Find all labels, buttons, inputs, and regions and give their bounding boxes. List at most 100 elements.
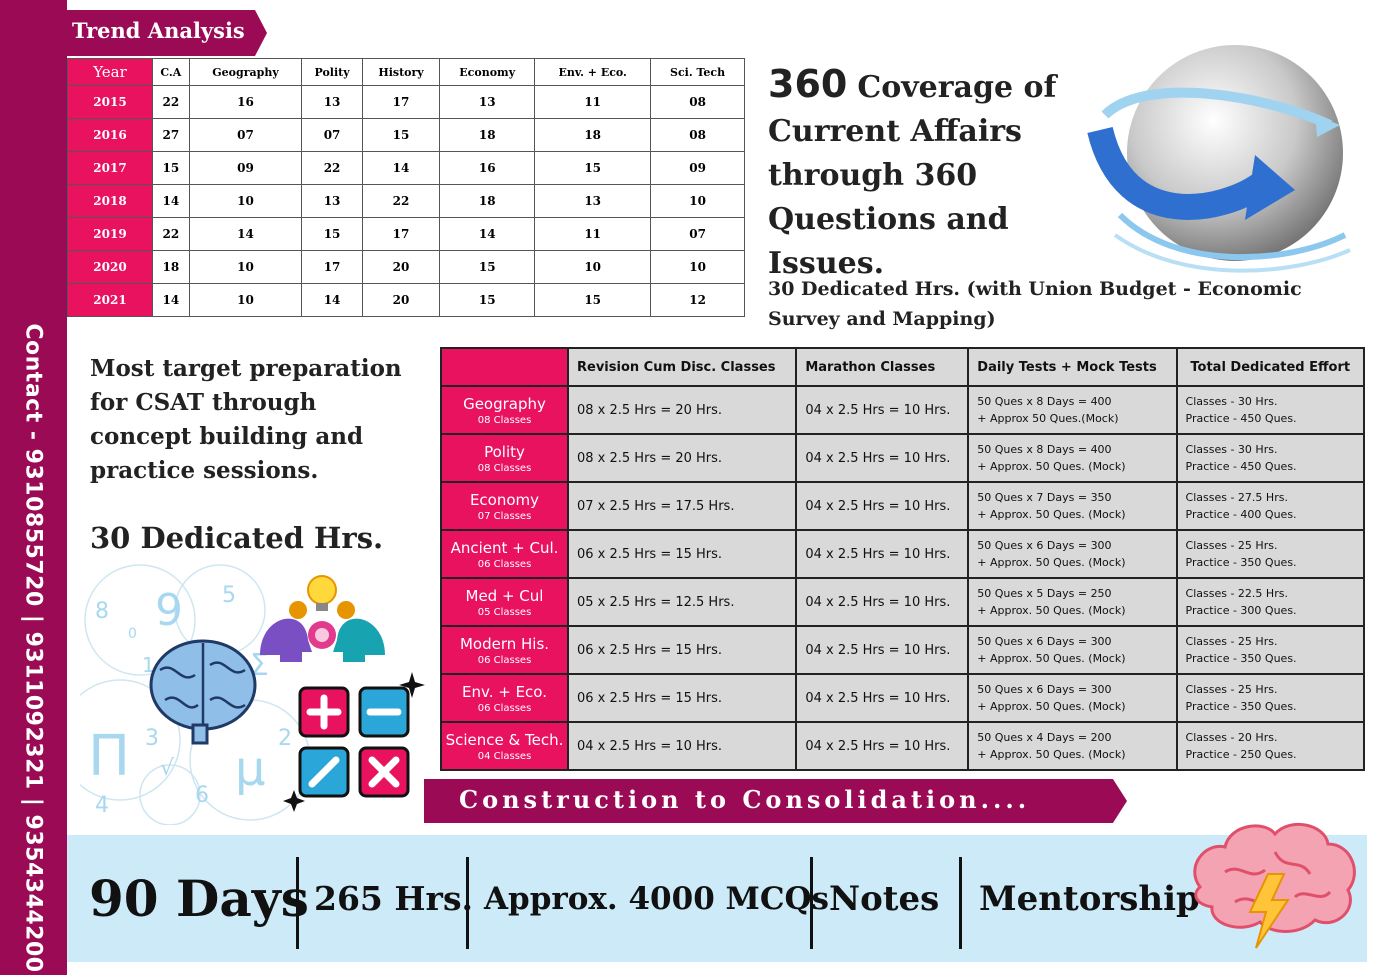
- table-cell: 16: [188, 85, 303, 119]
- subject-cell: Science & Tech. 04 Classes: [440, 721, 569, 771]
- schedule-header-row: Revision Cum Disc. Classes Marathon Clas…: [440, 347, 1366, 387]
- subject-cell: Geography 08 Classes: [440, 385, 569, 435]
- art-symbol: μ: [235, 741, 266, 797]
- table-cell: 15: [152, 151, 190, 185]
- divider: [959, 857, 962, 949]
- subject-cell: Ancient + Cul. 06 Classes: [440, 529, 569, 579]
- table-cell: 10: [188, 184, 303, 218]
- table-cell: 08: [650, 85, 745, 119]
- table-cell: 13: [301, 184, 363, 218]
- consolidation-banner: Construction to Consolidation....: [424, 779, 1127, 823]
- art-symbol: 8: [95, 599, 109, 624]
- table-cell: 10: [188, 283, 303, 317]
- table-row: 2021 14 10 14 20 15 15 12: [67, 283, 745, 317]
- trend-analysis-title: Trend Analysis: [72, 18, 245, 43]
- table-cell: 09: [188, 151, 303, 185]
- table-cell: 22: [152, 85, 190, 119]
- heads-lightbulb-icon: [260, 575, 385, 662]
- year-cell: 2021: [67, 283, 153, 317]
- revision-cell: 04 x 2.5 Hrs = 10 Hrs.: [566, 721, 798, 771]
- year-cell: 2016: [67, 118, 153, 152]
- trend-analysis-ribbon: Trend Analysis: [67, 10, 267, 56]
- banner-text: Construction to Consolidation....: [459, 785, 1031, 814]
- table-cell: 14: [361, 151, 441, 185]
- coverage-hours: 30 Dedicated Hrs. (with Union Budget - E…: [768, 278, 1302, 330]
- divider: [466, 857, 469, 949]
- revision-cell: 06 x 2.5 Hrs = 15 Hrs.: [566, 625, 798, 675]
- coverage-line-4: Questions and Issues.: [768, 202, 1009, 281]
- trend-header-row: Year C.A Geography Polity History Econom…: [67, 58, 745, 86]
- subject-cell: Economy 07 Classes: [440, 481, 569, 531]
- table-cell: 14: [301, 283, 363, 317]
- total-cell: Classes - 30 Hrs. Practice - 450 Ques.: [1175, 385, 1366, 435]
- trend-header-history: History: [361, 58, 441, 86]
- art-symbol: Π: [88, 724, 130, 789]
- trend-header-geography: Geography: [188, 58, 303, 86]
- table-cell: 15: [439, 250, 536, 284]
- tests-cell: 50 Ques x 6 Days = 300 + Approx. 50 Ques.…: [967, 673, 1178, 723]
- marathon-cell: 04 x 2.5 Hrs = 10 Hrs.: [795, 481, 970, 531]
- divider: [810, 857, 813, 949]
- schedule-header-revision: Revision Cum Disc. Classes: [566, 347, 798, 387]
- table-cell: 13: [439, 85, 536, 119]
- total-cell: Classes - 27.5 Hrs. Practice - 400 Ques.: [1175, 481, 1366, 531]
- divider: [296, 857, 299, 949]
- table-cell: 15: [361, 118, 441, 152]
- table-cell: 18: [439, 184, 536, 218]
- revision-cell: 07 x 2.5 Hrs = 17.5 Hrs.: [566, 481, 798, 531]
- table-cell: 15: [301, 217, 363, 251]
- revision-cell: 08 x 2.5 Hrs = 20 Hrs.: [566, 385, 798, 435]
- marathon-cell: 04 x 2.5 Hrs = 10 Hrs.: [795, 433, 970, 483]
- coverage-heading: 360 Coverage of Current Affairs through 3…: [768, 62, 1098, 286]
- table-cell: 20: [361, 250, 441, 284]
- table-row: 2015 22 16 13 17 13 11 08: [67, 85, 745, 119]
- trend-header-year: Year: [67, 58, 153, 86]
- tests-cell: 50 Ques x 8 Days = 400 + Approx 50 Ques.(…: [967, 385, 1178, 435]
- table-cell: 13: [534, 184, 652, 218]
- table-cell: 14: [152, 283, 190, 317]
- art-symbol: 5: [222, 583, 236, 608]
- table-cell: 22: [152, 217, 190, 251]
- table-cell: 15: [534, 151, 652, 185]
- table-cell: 10: [188, 250, 303, 284]
- table-cell: 18: [439, 118, 536, 152]
- brain-icon: [149, 639, 257, 745]
- subject-cell: Modern His. 06 Classes: [440, 625, 569, 675]
- marathon-cell: 04 x 2.5 Hrs = 10 Hrs.: [795, 385, 970, 435]
- tests-cell: 50 Ques x 4 Days = 200 + Approx. 50 Ques.…: [967, 721, 1178, 771]
- total-cell: Classes - 25 Hrs. Practice - 350 Ques.: [1175, 673, 1366, 723]
- trend-header-sci-tech: Sci. Tech: [650, 58, 745, 86]
- total-cell: Classes - 25 Hrs. Practice - 350 Ques.: [1175, 625, 1366, 675]
- schedule-header-total: Total Dedicated Effort: [1175, 347, 1366, 387]
- table-cell: 17: [361, 85, 441, 119]
- total-cell: Classes - 25 Hrs. Practice - 350 Ques.: [1175, 529, 1366, 579]
- year-cell: 2019: [67, 217, 153, 251]
- table-cell: 17: [301, 250, 363, 284]
- table-row: Modern His. 06 Classes 06 x 2.5 Hrs = 15 …: [440, 625, 1366, 675]
- table-cell: 08: [650, 118, 745, 152]
- tests-cell: 50 Ques x 8 Days = 400 + Approx. 50 Ques.…: [967, 433, 1178, 483]
- marathon-cell: 04 x 2.5 Hrs = 10 Hrs.: [795, 577, 970, 627]
- table-cell: 27: [152, 118, 190, 152]
- marathon-cell: 04 x 2.5 Hrs = 10 Hrs.: [795, 721, 970, 771]
- bottom-strip: 90 Days 265 Hrs. Approx. 4000 MCQs Notes…: [67, 835, 1367, 962]
- table-cell: 15: [534, 283, 652, 317]
- art-symbol: 0: [128, 626, 137, 642]
- tests-cell: 50 Ques x 6 Days = 300 + Approx. 50 Ques.…: [967, 625, 1178, 675]
- trend-table: Year C.A Geography Polity History Econom…: [67, 58, 745, 317]
- total-cell: Classes - 22.5 Hrs. Practice - 300 Ques.: [1175, 577, 1366, 627]
- table-cell: 16: [439, 151, 536, 185]
- contact-text: Contact - 9310855720 | 9311092321 | 9354…: [20, 323, 46, 973]
- year-cell: 2015: [67, 85, 153, 119]
- tests-cell: 50 Ques x 6 Days = 300 + Approx. 50 Ques.…: [967, 529, 1178, 579]
- math-brain-illustration: 8 9 5 1 Σ Π 3 √ μ 2 6 4 0: [80, 564, 425, 825]
- table-cell: 14: [439, 217, 536, 251]
- table-cell: 11: [534, 217, 652, 251]
- trend-header-polity: Polity: [301, 58, 363, 86]
- subject-cell: Polity 08 Classes: [440, 433, 569, 483]
- revision-cell: 08 x 2.5 Hrs = 20 Hrs.: [566, 433, 798, 483]
- table-row: Science & Tech. 04 Classes 04 x 2.5 Hrs =…: [440, 721, 1366, 771]
- hours-label: 265 Hrs.: [314, 879, 474, 918]
- table-cell: 22: [361, 184, 441, 218]
- coverage-line-2: Current Affairs: [768, 114, 1022, 149]
